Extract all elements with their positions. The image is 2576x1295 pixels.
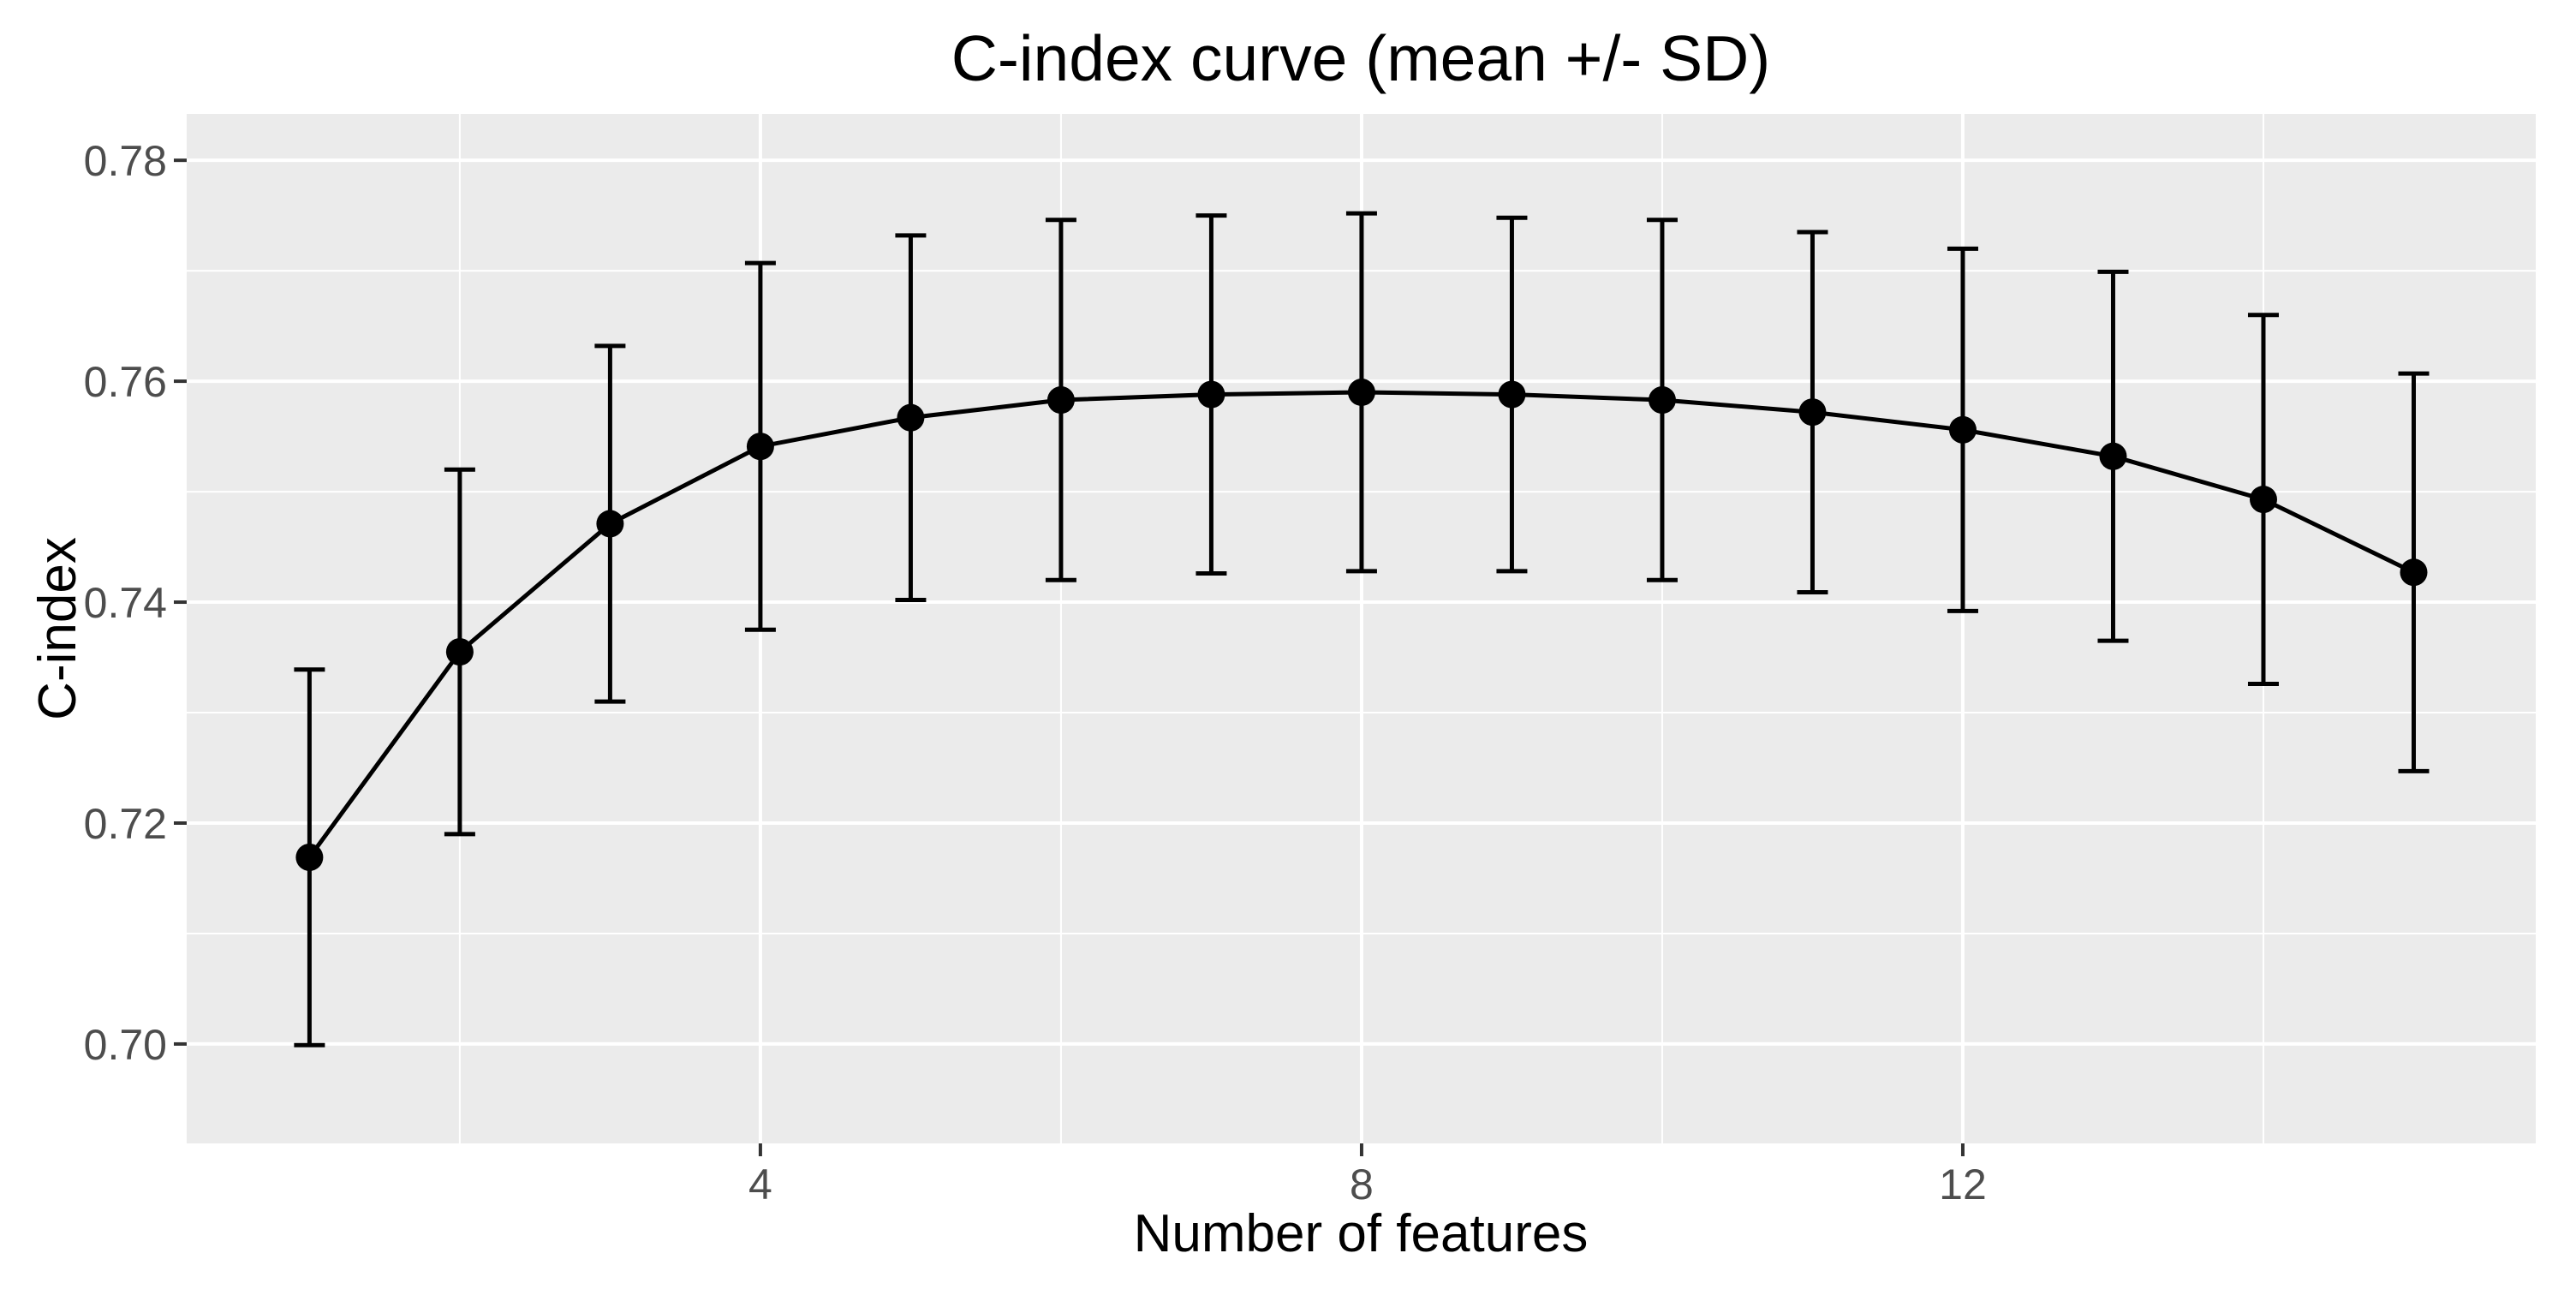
data-point — [746, 433, 774, 461]
data-point — [295, 843, 324, 871]
data-point — [1197, 380, 1225, 409]
data-point — [596, 510, 624, 538]
x-tick-label: 12 — [1939, 1161, 1987, 1208]
data-point — [1798, 398, 1827, 427]
axis-ticks — [174, 158, 1965, 1156]
x-axis-title: Number of features — [1134, 1204, 1589, 1263]
data-point — [1046, 386, 1075, 415]
data-point — [2249, 486, 2277, 514]
y-tick-label: 0.70 — [84, 1021, 167, 1069]
plot-title: C-index curve (mean +/- SD) — [951, 22, 1771, 94]
data-point — [2099, 442, 2127, 470]
y-tick-label: 0.72 — [84, 800, 167, 848]
data-point — [1347, 379, 1375, 407]
data-point — [897, 403, 925, 432]
data-point — [1498, 380, 1526, 409]
data-point — [2400, 558, 2428, 587]
data-point — [445, 638, 474, 666]
y-tick-label: 0.78 — [84, 137, 167, 185]
y-axis-title: C-index — [28, 537, 87, 720]
data-point — [1948, 415, 1977, 444]
y-tick-label: 0.74 — [84, 579, 167, 627]
data-point — [1648, 386, 1676, 415]
data-series — [294, 211, 2430, 1047]
x-tick-label: 8 — [1350, 1161, 1374, 1208]
x-tick-label: 4 — [748, 1161, 772, 1208]
y-tick-label: 0.76 — [84, 358, 167, 406]
axis-tick-labels: 0.70 0.72 0.74 0.76 0.78 4 8 12 — [84, 137, 1987, 1208]
